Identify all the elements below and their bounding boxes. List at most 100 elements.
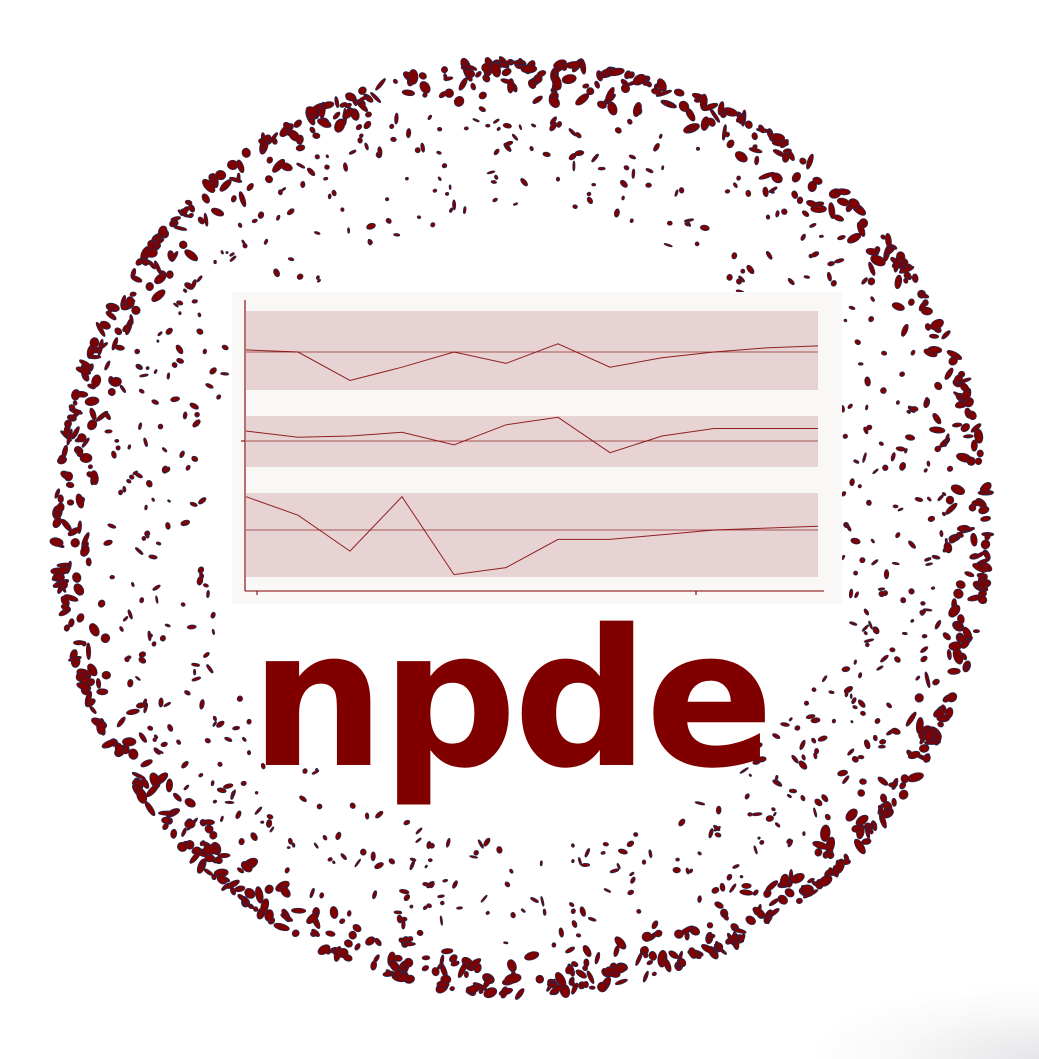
- speckle: [678, 187, 685, 194]
- speckle: [184, 690, 191, 696]
- speckle: [246, 750, 252, 756]
- speckle: [863, 608, 870, 616]
- speckle: [470, 82, 477, 91]
- speckle: [103, 411, 111, 421]
- speckle: [765, 815, 774, 822]
- speckle: [493, 148, 500, 156]
- speckle: [849, 693, 853, 699]
- speckle: [472, 118, 480, 123]
- speckle: [311, 928, 320, 937]
- speckle: [791, 190, 799, 199]
- speckle: [616, 863, 621, 870]
- speckle: [127, 609, 133, 620]
- speckle: [714, 901, 724, 909]
- speckle: [197, 312, 202, 318]
- speckle: [199, 862, 206, 870]
- speckle: [956, 531, 964, 538]
- speckle: [140, 759, 153, 768]
- speckle: [726, 274, 733, 281]
- speckle: [91, 374, 102, 388]
- speckle: [441, 66, 448, 74]
- speckle: [183, 784, 190, 791]
- speckle: [818, 234, 824, 238]
- speckle: [291, 753, 299, 758]
- speckle: [66, 428, 73, 446]
- speckle: [355, 95, 369, 104]
- speckle: [782, 152, 790, 163]
- speckle: [151, 497, 155, 502]
- speckle: [352, 923, 362, 933]
- speckle: [944, 367, 954, 380]
- speckle: [358, 86, 367, 95]
- speckle: [184, 798, 196, 808]
- speckle: [126, 478, 132, 484]
- speckle: [49, 537, 64, 547]
- speckle: [272, 158, 286, 173]
- speckle: [932, 678, 940, 686]
- speckle: [490, 180, 497, 184]
- speckle: [263, 238, 269, 245]
- speckle: [960, 652, 968, 661]
- speckle: [403, 819, 411, 826]
- speckle: [364, 812, 370, 820]
- speckle: [555, 176, 561, 182]
- speckle: [898, 789, 909, 800]
- speckle: [683, 218, 695, 223]
- speckle: [807, 180, 817, 193]
- speckle: [845, 808, 858, 822]
- speckle: [64, 419, 72, 428]
- speckle: [286, 208, 295, 216]
- speckle: [870, 254, 886, 267]
- speckle: [862, 452, 867, 463]
- speckle: [232, 725, 241, 731]
- speckle: [901, 631, 908, 636]
- speckle: [701, 944, 715, 955]
- speckle: [225, 879, 240, 889]
- speckle: [597, 166, 606, 171]
- speckle: [863, 426, 869, 435]
- speckle: [452, 880, 458, 889]
- speckle: [153, 369, 158, 374]
- speckle: [436, 150, 442, 155]
- speckle: [880, 387, 887, 394]
- speckle: [340, 207, 345, 212]
- speckle: [189, 501, 198, 507]
- speckle: [688, 868, 694, 874]
- speckle: [848, 305, 856, 310]
- speckle: [884, 246, 896, 257]
- speckle: [867, 277, 876, 286]
- speckle: [317, 944, 331, 956]
- speckle: [883, 569, 890, 580]
- speckle: [535, 974, 545, 984]
- speckle: [79, 452, 93, 464]
- speckle: [707, 117, 716, 127]
- speckle: [465, 69, 476, 78]
- speckle: [921, 634, 928, 639]
- speckle: [157, 331, 163, 337]
- speckle: [184, 199, 193, 206]
- speckle: [325, 930, 336, 937]
- speckle: [735, 114, 746, 123]
- band-panel-2: [246, 416, 818, 467]
- speckle: [453, 95, 465, 107]
- speckle: [654, 929, 663, 938]
- speckle: [600, 71, 607, 79]
- speckle: [213, 259, 217, 265]
- speckle: [841, 859, 851, 865]
- speckle: [166, 270, 174, 279]
- speckle: [457, 961, 468, 979]
- speckle: [788, 788, 798, 794]
- speckle: [456, 906, 463, 910]
- speckle: [96, 719, 106, 735]
- speckle: [367, 238, 373, 245]
- speckle: [677, 957, 687, 968]
- speckle: [348, 930, 357, 940]
- speckle: [874, 246, 881, 254]
- speckle: [732, 864, 740, 869]
- speckle: [910, 349, 916, 356]
- speckle: [855, 814, 869, 826]
- speckle: [242, 243, 248, 249]
- speckle: [632, 73, 646, 86]
- speckle: [440, 974, 452, 985]
- speckle: [220, 815, 224, 823]
